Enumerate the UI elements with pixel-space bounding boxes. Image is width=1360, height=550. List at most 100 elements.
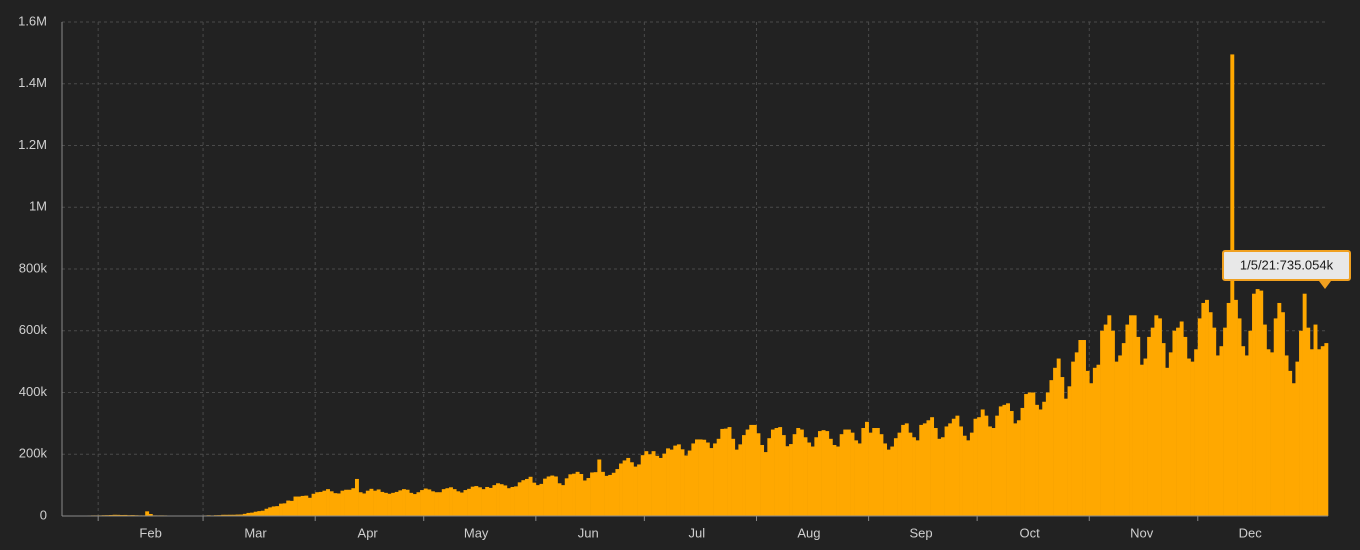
- x-tick-label: Apr: [358, 525, 379, 540]
- bar: [1266, 349, 1271, 516]
- bar: [1031, 392, 1036, 516]
- bar: [1089, 383, 1094, 516]
- bar: [742, 435, 746, 516]
- bar: [1317, 349, 1322, 516]
- bar: [532, 482, 537, 516]
- y-tick-label: 200k: [19, 446, 48, 461]
- bar: [760, 444, 765, 516]
- bar: [861, 428, 866, 516]
- bar: [915, 440, 920, 516]
- bar: [1161, 343, 1166, 516]
- bar: [1197, 318, 1202, 516]
- bar: [799, 429, 804, 516]
- bar: [224, 514, 229, 516]
- bar: [839, 434, 844, 516]
- bar: [1103, 324, 1108, 516]
- bar: [492, 485, 497, 516]
- bar: [600, 471, 605, 516]
- bar: [933, 428, 938, 516]
- bar: [669, 449, 674, 516]
- bar: [380, 491, 385, 516]
- bar: [1277, 302, 1282, 516]
- y-tick-label: 800k: [19, 260, 48, 275]
- bar: [1056, 358, 1061, 516]
- bar: [1208, 312, 1213, 516]
- bar: [633, 466, 638, 516]
- bar: [517, 482, 522, 516]
- bar: [336, 493, 341, 516]
- bar: [850, 432, 855, 516]
- bar: [593, 472, 598, 516]
- x-tick-label: Sep: [910, 525, 933, 540]
- bar: [713, 443, 718, 516]
- bar: [1053, 367, 1058, 516]
- bar: [553, 476, 558, 516]
- bar: [1074, 352, 1079, 516]
- bar: [420, 490, 425, 516]
- bar: [445, 488, 450, 516]
- bar: [235, 514, 240, 516]
- bar: [228, 514, 233, 516]
- tooltip-text: 1/5/21:735.054k: [1240, 257, 1334, 272]
- bar: [1125, 324, 1130, 516]
- x-tick-label: Jul: [688, 525, 705, 540]
- tooltip-pointer: [1319, 281, 1331, 289]
- bar: [1190, 361, 1195, 516]
- bar: [586, 478, 591, 516]
- y-tick-label: 600k: [19, 322, 48, 337]
- bar: [940, 437, 945, 516]
- bar: [680, 449, 685, 516]
- bar: [821, 430, 826, 516]
- bar: [1280, 312, 1285, 516]
- bar: [756, 433, 761, 516]
- bar: [687, 450, 692, 516]
- bar: [709, 448, 714, 516]
- bar: [572, 473, 576, 516]
- bar: [405, 489, 410, 516]
- bar: [919, 424, 924, 516]
- bar: [995, 415, 1000, 516]
- bar: [304, 495, 309, 516]
- bar: [637, 464, 642, 516]
- bar: [1259, 290, 1264, 516]
- bar: [651, 451, 656, 516]
- bar: [293, 496, 298, 516]
- bar: [528, 476, 533, 516]
- bar: [232, 514, 236, 516]
- bar: [1223, 327, 1228, 516]
- bar: [640, 455, 645, 516]
- bar: [1324, 343, 1329, 516]
- bar: [1045, 392, 1050, 516]
- bar: [1038, 409, 1043, 516]
- bar: [1092, 367, 1097, 516]
- bar: [647, 454, 652, 516]
- bar: [438, 492, 443, 516]
- y-tick-label: 1.4M: [18, 75, 47, 90]
- bar: [597, 459, 602, 516]
- bar: [1226, 302, 1231, 516]
- bar: [745, 429, 750, 516]
- x-tick-label: Mar: [244, 525, 267, 540]
- x-tick-label: Feb: [139, 525, 161, 540]
- x-tick-label: Dec: [1239, 525, 1263, 540]
- bars: [65, 54, 1329, 516]
- bar: [778, 427, 783, 516]
- bar: [691, 443, 696, 516]
- bar: [615, 469, 620, 516]
- bar: [875, 428, 880, 516]
- bar: [810, 446, 815, 516]
- bar: [376, 489, 381, 516]
- bar: [427, 489, 432, 516]
- bar: [373, 490, 377, 516]
- bar: [239, 514, 244, 516]
- bar: [731, 438, 736, 516]
- bar: [416, 492, 421, 516]
- bar: [1309, 349, 1314, 516]
- bar: [1129, 315, 1133, 516]
- bar: [1320, 346, 1325, 516]
- bar: [828, 438, 833, 516]
- y-tick-label: 1.6M: [18, 13, 47, 28]
- bar: [474, 486, 479, 516]
- bar: [369, 488, 374, 516]
